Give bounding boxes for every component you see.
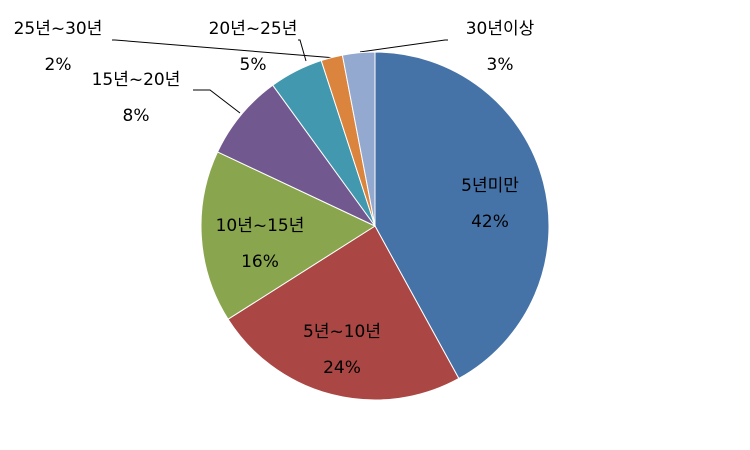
- pie-slice: [374, 51, 550, 380]
- value-label: 5%: [240, 55, 267, 75]
- pie-slice: [200, 151, 377, 320]
- value-label: 8%: [123, 106, 150, 126]
- pie-slice: [227, 225, 460, 401]
- value-label: 42%: [471, 212, 509, 232]
- slice-label: 5년미만: [461, 176, 519, 196]
- leader-line: [298, 39, 307, 62]
- slice-label: 20년~25년: [209, 19, 298, 39]
- value-label: 2%: [45, 55, 72, 75]
- slice-label: 30년이상: [466, 19, 535, 39]
- pie-slice: [341, 51, 376, 227]
- slice-label: 10년~15년: [216, 216, 305, 236]
- leader-line: [193, 89, 241, 114]
- slice-label: 15년~20년: [92, 70, 181, 90]
- slice-label: 5년~10년: [303, 322, 381, 342]
- value-label: 3%: [487, 55, 514, 75]
- leader-line: [112, 39, 337, 59]
- value-label: 16%: [241, 252, 279, 272]
- slice-label: 25년~30년: [14, 19, 103, 39]
- value-label: 24%: [323, 358, 361, 378]
- leader-line: [359, 39, 448, 53]
